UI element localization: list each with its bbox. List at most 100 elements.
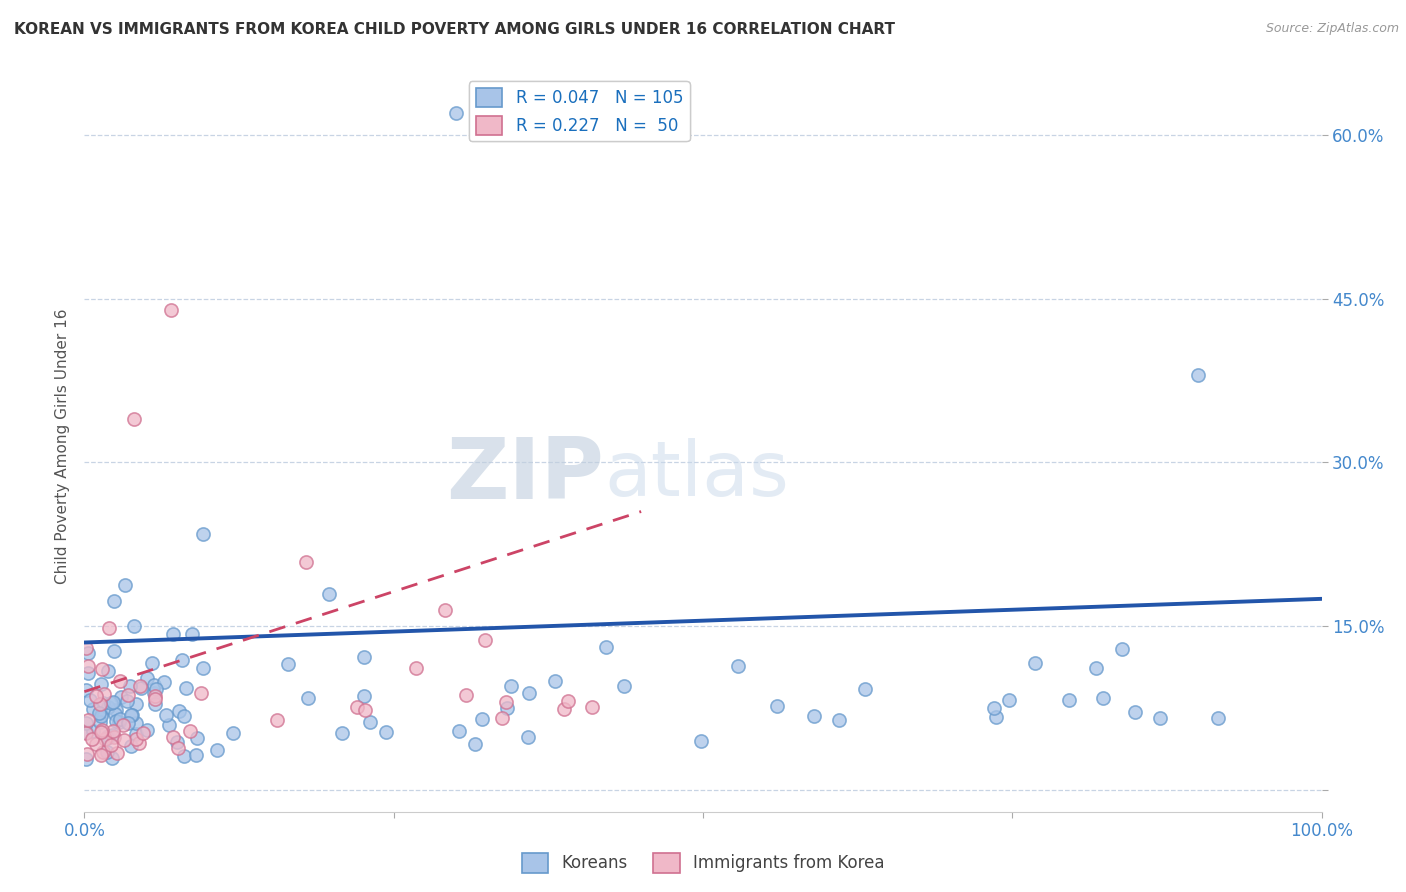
Point — [75, 725, 97, 739]
Point — [405, 661, 427, 675]
Point — [330, 726, 353, 740]
Point — [90, 706, 112, 721]
Point — [125, 731, 148, 746]
Point — [131, 681, 153, 695]
Point — [173, 749, 195, 764]
Point — [75, 716, 97, 731]
Point — [91, 745, 114, 759]
Point — [612, 679, 634, 693]
Point — [75, 682, 97, 697]
Point — [108, 673, 131, 688]
Point — [353, 689, 375, 703]
Point — [75, 725, 97, 739]
Point — [1024, 657, 1046, 671]
Point — [997, 692, 1019, 706]
Point — [456, 688, 478, 702]
Point — [125, 727, 148, 741]
Point — [75, 752, 97, 766]
Point — [184, 747, 207, 762]
Point — [557, 694, 579, 708]
Point — [118, 680, 141, 694]
Point — [105, 714, 128, 728]
Point — [105, 746, 128, 760]
Point — [103, 594, 125, 608]
Point — [122, 411, 145, 425]
Point — [84, 737, 107, 751]
Point — [222, 726, 245, 740]
Point — [82, 702, 104, 716]
Text: Source: ZipAtlas.com: Source: ZipAtlas.com — [1265, 22, 1399, 36]
Point — [179, 724, 201, 739]
Point — [374, 725, 396, 739]
Point — [1187, 368, 1209, 382]
Point — [159, 717, 181, 731]
Point — [89, 748, 111, 763]
Point — [444, 106, 467, 120]
Y-axis label: Child Poverty Among Girls Under 16: Child Poverty Among Girls Under 16 — [55, 309, 70, 583]
Point — [90, 709, 112, 723]
Point — [1085, 661, 1108, 675]
Point — [143, 686, 166, 700]
Point — [803, 709, 825, 723]
Point — [91, 662, 114, 676]
Point — [464, 738, 486, 752]
Point — [359, 715, 381, 730]
Point — [90, 725, 112, 739]
Point — [166, 735, 188, 749]
Point — [128, 736, 150, 750]
Point — [132, 726, 155, 740]
Point — [97, 729, 120, 743]
Point — [136, 723, 159, 737]
Point — [76, 646, 98, 660]
Point — [191, 527, 214, 541]
Point — [93, 731, 115, 746]
Point — [103, 723, 125, 738]
Point — [114, 578, 136, 592]
Point — [105, 703, 128, 717]
Text: KOREAN VS IMMIGRANTS FROM KOREA CHILD POVERTY AMONG GIRLS UNDER 16 CORRELATION C: KOREAN VS IMMIGRANTS FROM KOREA CHILD PO… — [14, 22, 896, 37]
Point — [162, 730, 184, 744]
Point — [471, 712, 494, 726]
Point — [93, 687, 115, 701]
Point — [124, 619, 146, 633]
Point — [143, 698, 166, 712]
Point — [354, 703, 377, 717]
Point — [1149, 711, 1171, 725]
Point — [120, 707, 142, 722]
Point — [1057, 693, 1080, 707]
Point — [89, 697, 111, 711]
Point — [433, 603, 456, 617]
Point — [121, 707, 143, 722]
Point — [828, 713, 851, 727]
Point — [117, 688, 139, 702]
Point — [543, 673, 565, 688]
Point — [103, 730, 125, 744]
Point — [447, 724, 470, 739]
Point — [186, 731, 208, 745]
Point — [104, 706, 127, 721]
Point — [103, 644, 125, 658]
Point — [495, 696, 517, 710]
Point — [77, 714, 100, 728]
Point — [153, 674, 176, 689]
Point — [136, 671, 159, 685]
Point — [110, 712, 132, 726]
Point — [79, 693, 101, 707]
Point — [125, 697, 148, 711]
Point — [173, 709, 195, 723]
Point — [155, 708, 177, 723]
Point — [120, 739, 142, 754]
Point — [97, 621, 120, 635]
Point — [89, 715, 111, 730]
Point — [727, 659, 749, 673]
Point — [553, 702, 575, 716]
Point — [174, 681, 197, 696]
Point — [117, 694, 139, 708]
Point — [111, 718, 134, 732]
Point — [595, 640, 617, 655]
Point — [1092, 691, 1115, 706]
Point — [96, 745, 118, 759]
Point — [166, 741, 188, 756]
Point — [181, 627, 204, 641]
Point — [80, 731, 103, 746]
